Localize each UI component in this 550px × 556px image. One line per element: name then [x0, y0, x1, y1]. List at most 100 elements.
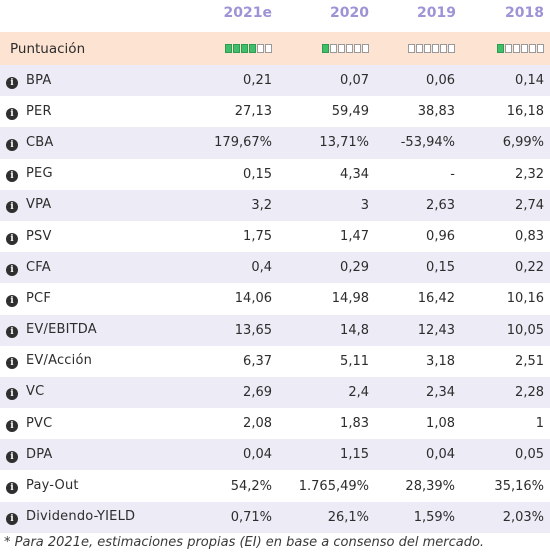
score-segment: [265, 44, 272, 53]
score-segment: [529, 44, 536, 53]
score-segment: [513, 44, 520, 53]
info-icon[interactable]: i: [6, 107, 18, 120]
info-icon[interactable]: i: [6, 170, 18, 183]
value-cell: 10,05: [458, 314, 550, 346]
value-cell: 14,06: [234, 291, 272, 307]
column-header-row: 2021e 2020 2019 2018: [0, 0, 550, 32]
value-cell: 2,74: [458, 189, 550, 221]
row-label: PSV: [26, 228, 52, 244]
table-row: i BPA 0,21 0,07 0,06 0,14: [0, 65, 550, 97]
info-icon[interactable]: i: [6, 326, 18, 339]
value-cell: 1.765,49%: [298, 478, 369, 494]
score-segment: [424, 44, 431, 53]
value-cell: 0,04: [371, 439, 458, 471]
value-cell: 0,96: [426, 229, 455, 245]
table-row: i CFA 0,4 0,29 0,15 0,22: [0, 252, 550, 284]
value-cell: 14,98: [331, 291, 369, 307]
value-cell: 2,63: [371, 189, 458, 221]
value-cell: 26,1%: [274, 501, 371, 533]
value-cell: 4,34: [340, 166, 369, 182]
value-cell: 1: [535, 416, 544, 432]
value-cell: 13,65: [178, 314, 274, 346]
value-cell: 2,03%: [458, 501, 550, 533]
value-cell: 6,37: [243, 353, 272, 369]
info-icon[interactable]: i: [6, 232, 18, 245]
table-row: i PSV 1,75 1,47 0,96 0,83: [0, 221, 550, 252]
score-segment: [346, 44, 353, 53]
score-segment: [448, 44, 455, 53]
value-cell: 2,4: [274, 376, 371, 409]
row-label: Dividendo-YIELD: [26, 509, 136, 525]
value-cell: 0,04: [178, 439, 274, 471]
score-bar-cell: [371, 32, 458, 65]
table-row: i Pay-Out 54,2% 1.765,49% 28,39% 35,16%: [0, 470, 550, 501]
value-cell: 2,34: [371, 376, 458, 409]
value-cell: 0,29: [274, 252, 371, 284]
value-cell: 0,83: [515, 229, 544, 245]
table-row: i DPA 0,04 1,15 0,04 0,05: [0, 439, 550, 471]
value-cell: 0,21: [178, 65, 274, 97]
table-row: i EV/EBITDA 13,65 14,8 12,43 10,05: [0, 314, 550, 346]
info-icon[interactable]: i: [6, 357, 18, 370]
value-cell: 2,28: [458, 376, 550, 409]
value-cell: 0,14: [458, 65, 550, 97]
value-cell: 27,13: [234, 104, 272, 120]
info-icon[interactable]: i: [6, 263, 18, 276]
value-cell: 59,49: [331, 104, 369, 120]
info-icon[interactable]: i: [6, 419, 18, 432]
column-header-2019: 2019: [417, 5, 456, 21]
info-icon[interactable]: i: [6, 138, 18, 151]
info-icon[interactable]: i: [6, 388, 18, 401]
row-label: PVC: [26, 415, 53, 431]
score-segment: [338, 44, 345, 53]
score-segment: [521, 44, 528, 53]
table-row: i PVC 2,08 1,83 1,08 1: [0, 408, 550, 439]
value-cell: 28,39%: [405, 478, 455, 494]
score-row-label: Puntuación: [10, 40, 86, 57]
value-cell: 0,05: [458, 439, 550, 471]
score-segment: [416, 44, 423, 53]
info-icon[interactable]: i: [6, 294, 18, 307]
score-bar-cell: [274, 32, 371, 65]
info-icon[interactable]: i: [6, 450, 18, 463]
table-row: i EV/Acción 6,37 5,11 3,18 2,51: [0, 346, 550, 377]
score-segment: [257, 44, 264, 53]
score-segment: [362, 44, 369, 53]
info-icon[interactable]: i: [6, 482, 18, 495]
value-cell: 1,59%: [371, 501, 458, 533]
value-cell: 179,67%: [178, 127, 274, 159]
row-label: EV/EBITDA: [26, 322, 97, 338]
row-label: PER: [26, 103, 52, 119]
table-row: i PCF 14,06 14,98 16,42 10,16: [0, 283, 550, 314]
footnote: * Para 2021e, estimaciones propias (EI) …: [4, 535, 485, 550]
table-row: i PER 27,13 59,49 38,83 16,18: [0, 96, 550, 127]
row-label: EV/Acción: [26, 353, 93, 369]
row-label: CFA: [26, 259, 51, 275]
value-cell: 35,16%: [494, 478, 544, 494]
value-cell: 38,83: [417, 104, 455, 120]
info-icon[interactable]: i: [6, 513, 18, 526]
score-segment: [408, 44, 415, 53]
table-row: i VPA 3,2 3 2,63 2,74: [0, 189, 550, 221]
info-icon[interactable]: i: [6, 76, 18, 89]
row-label: PEG: [26, 166, 53, 182]
row-label: VC: [26, 384, 45, 400]
value-cell: 54,2%: [230, 478, 272, 494]
score-row: Puntuación: [0, 32, 550, 65]
value-cell: 0,15: [243, 166, 272, 182]
value-cell: 0,06: [371, 65, 458, 97]
score-bar: [225, 44, 272, 53]
table-row: i CBA 179,67% 13,71% -53,94% 6,99%: [0, 127, 550, 159]
value-cell: 1,83: [340, 416, 369, 432]
value-cell: 16,42: [417, 291, 455, 307]
value-cell: 14,8: [274, 314, 371, 346]
value-cell: 2,69: [178, 376, 274, 409]
value-cell: 0,15: [371, 252, 458, 284]
score-segment: [354, 44, 361, 53]
value-cell: 6,99%: [458, 127, 550, 159]
value-cell: 1,47: [340, 229, 369, 245]
value-cell: 2,32: [515, 166, 544, 182]
score-segment: [432, 44, 439, 53]
info-icon[interactable]: i: [6, 201, 18, 214]
column-header-2020: 2020: [330, 5, 369, 21]
